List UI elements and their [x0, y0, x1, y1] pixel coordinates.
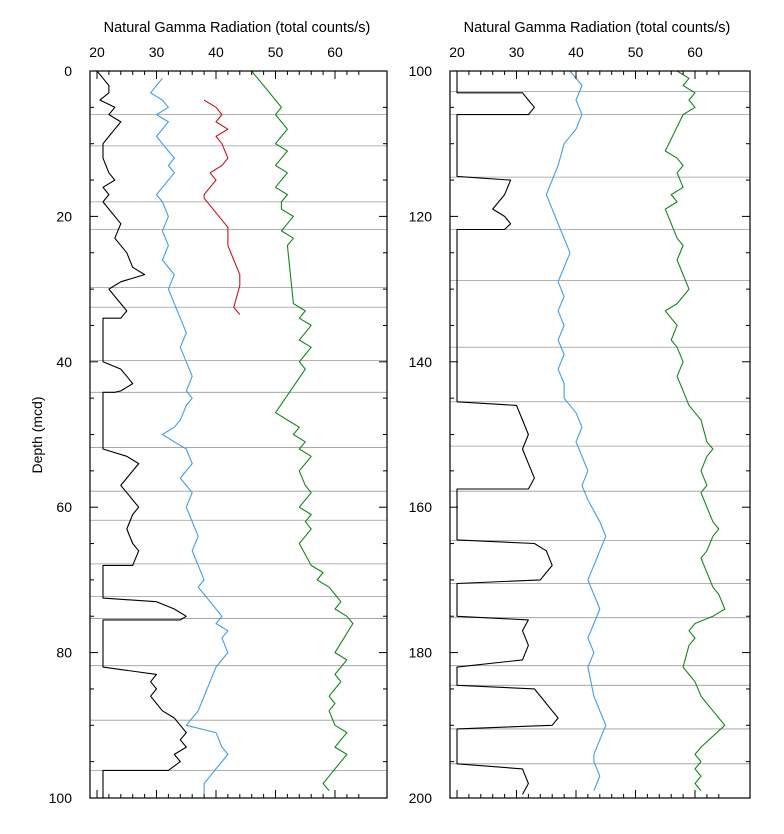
plot-frame [89, 70, 388, 799]
y-tick-label: 40 [56, 354, 72, 370]
x-tick-label: 50 [628, 44, 644, 60]
series-line-black [456, 71, 559, 795]
y-tick-label: 200 [409, 790, 433, 806]
y-tick-label: 0 [64, 63, 72, 79]
x-tick-label: 60 [687, 44, 703, 60]
y-tick-label: 140 [409, 354, 433, 370]
x-tick-label: 30 [509, 44, 525, 60]
y-tick-label: 100 [409, 63, 433, 79]
y-tick-label: 20 [56, 208, 72, 224]
right-panel: Natural Gamma Radiation (total counts/s)… [409, 20, 751, 806]
y-tick-label: 160 [409, 499, 433, 515]
series-line-black [96, 70, 187, 798]
x-tick-label: 40 [568, 44, 584, 60]
y-tick-label: 180 [409, 645, 433, 661]
x-tick-label: 30 [149, 44, 165, 60]
series-line-blue [150, 77, 229, 795]
y-tick-label: 100 [49, 790, 73, 806]
left-panel-title: Natural Gamma Radiation (total counts/s) [104, 20, 371, 36]
series-line-red [203, 99, 241, 315]
series-line-blue [545, 70, 607, 791]
left-panel: Natural Gamma Radiation (total counts/s)… [29, 20, 388, 806]
x-tick-label: 40 [208, 44, 224, 60]
y-tick-label: 60 [56, 499, 72, 515]
x-tick-label: 50 [268, 44, 284, 60]
right-panel-title: Natural Gamma Radiation (total counts/s) [464, 20, 731, 36]
y-tick-label: 120 [409, 208, 433, 224]
y-tick-label: 80 [56, 645, 72, 661]
y-axis-label: Depth (mcd) [29, 396, 45, 473]
series-line-green [664, 70, 726, 792]
series-line-green [251, 70, 354, 792]
x-tick-label: 60 [327, 44, 343, 60]
x-tick-label: 20 [449, 44, 465, 60]
x-tick-label: 20 [89, 44, 105, 60]
